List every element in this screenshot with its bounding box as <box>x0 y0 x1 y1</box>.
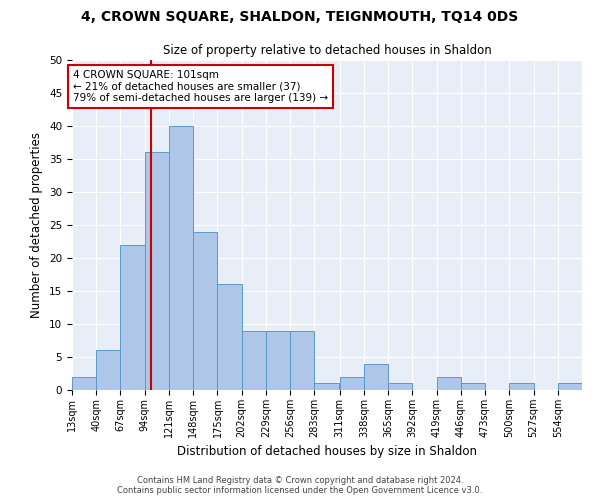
Bar <box>509 384 533 390</box>
Title: Size of property relative to detached houses in Shaldon: Size of property relative to detached ho… <box>163 44 491 58</box>
Bar <box>437 377 461 390</box>
Bar <box>145 152 169 390</box>
Bar <box>121 245 145 390</box>
Bar <box>193 232 217 390</box>
Bar <box>340 377 364 390</box>
Bar <box>461 384 485 390</box>
Bar <box>242 330 266 390</box>
X-axis label: Distribution of detached houses by size in Shaldon: Distribution of detached houses by size … <box>177 446 477 458</box>
Y-axis label: Number of detached properties: Number of detached properties <box>31 132 43 318</box>
Bar <box>169 126 193 390</box>
Text: 4 CROWN SQUARE: 101sqm
← 21% of detached houses are smaller (37)
79% of semi-det: 4 CROWN SQUARE: 101sqm ← 21% of detached… <box>73 70 328 103</box>
Bar <box>217 284 242 390</box>
Bar <box>96 350 121 390</box>
Bar <box>72 377 96 390</box>
Bar <box>314 384 338 390</box>
Text: 4, CROWN SQUARE, SHALDON, TEIGNMOUTH, TQ14 0DS: 4, CROWN SQUARE, SHALDON, TEIGNMOUTH, TQ… <box>82 10 518 24</box>
Bar <box>290 330 314 390</box>
Bar <box>266 330 290 390</box>
Bar <box>558 384 582 390</box>
Bar <box>364 364 388 390</box>
Text: Contains HM Land Registry data © Crown copyright and database right 2024.
Contai: Contains HM Land Registry data © Crown c… <box>118 476 482 495</box>
Bar <box>388 384 412 390</box>
